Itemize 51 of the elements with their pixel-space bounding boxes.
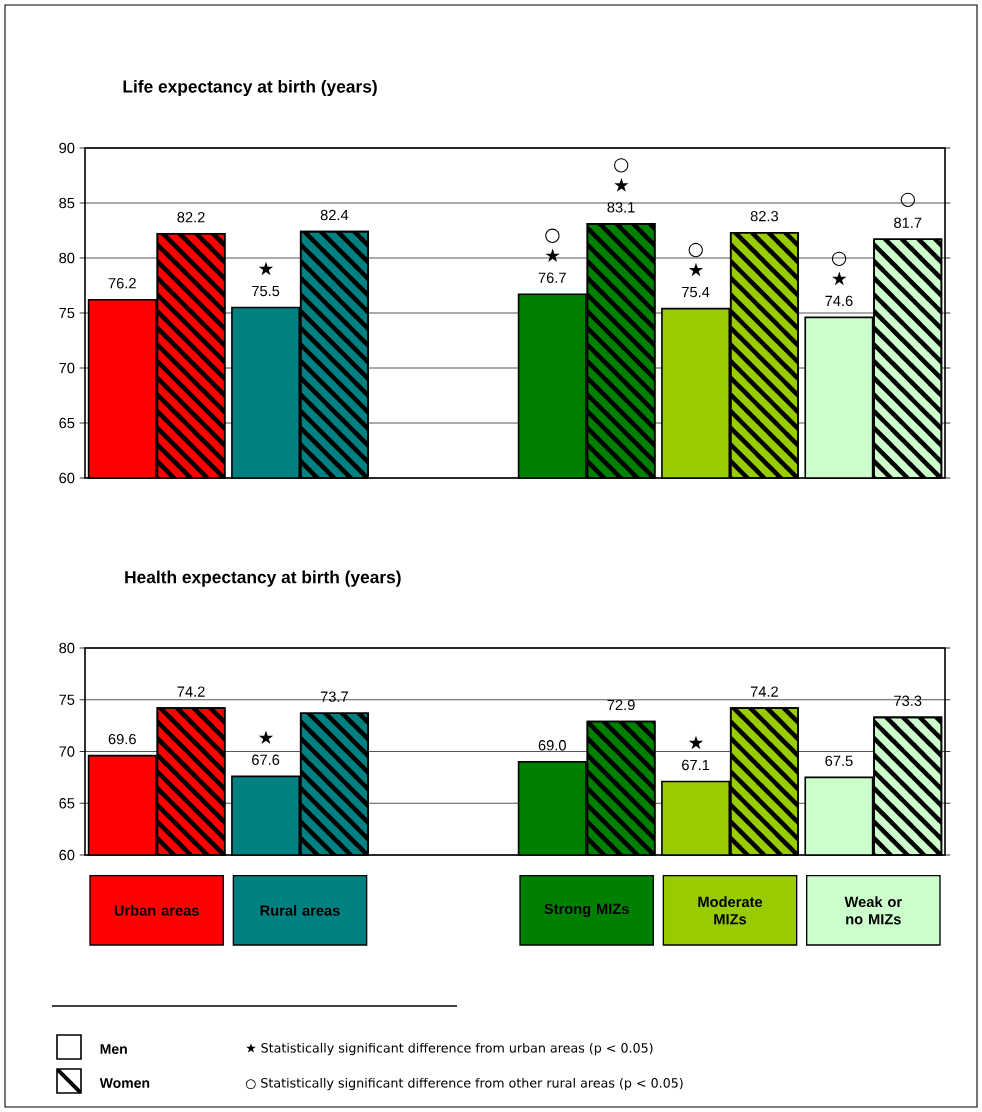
text: ★ Statistically significant difference from urban areas (p < 0.05) — [246, 1042, 653, 1056]
y-tick-label: 85 — [59, 197, 75, 209]
data-label: 76.7 — [538, 272, 566, 283]
data-label: 72.9 — [607, 699, 635, 711]
annotation: ○ ★ — [688, 242, 704, 277]
y-tick-label: 80 — [59, 252, 75, 264]
chart-title: Health expectancy at birth (years) — [125, 570, 401, 587]
y-tick-label: 60 — [59, 849, 75, 861]
text: ○ Statistically significant difference from other rural areas (p < 0.05) — [245, 1077, 683, 1091]
data-label: 82.3 — [750, 210, 779, 222]
annotation: ○ ★ — [614, 158, 629, 192]
y-tick-label: 75 — [59, 307, 75, 319]
x-tick-label: Moderate MIZs — [698, 896, 763, 925]
data-label: 69.0 — [538, 740, 566, 751]
chart-title: Life expectancy at birth (years) — [123, 79, 377, 97]
annotation: ★ — [258, 730, 274, 745]
y-tick-label: 70 — [59, 362, 75, 374]
y-tick-label: 65 — [59, 798, 75, 809]
annotation: ★ — [258, 261, 274, 276]
data-label: 73.3 — [894, 695, 922, 706]
data-label: 67.6 — [252, 754, 280, 765]
data-label: 74.2 — [177, 686, 205, 697]
annotation: ○ ★ — [545, 228, 560, 263]
data-label: 67.1 — [682, 759, 710, 771]
annotation: ★ — [688, 735, 704, 750]
x-tick-label: Strong MIZs — [544, 903, 629, 918]
y-tick-label: 90 — [59, 142, 75, 154]
data-label: 82.4 — [320, 209, 349, 221]
x-tick-label: Weak or no MIZs — [844, 896, 902, 925]
data-label: 73.7 — [320, 691, 348, 702]
x-tick-label: Rural areas — [260, 904, 340, 916]
y-tick-label: 75 — [59, 694, 75, 705]
y-tick-label: 65 — [59, 417, 75, 429]
data-label: 83.1 — [607, 202, 635, 213]
y-tick-label: 70 — [59, 746, 75, 757]
legend-label: Men — [100, 1044, 127, 1054]
data-label: 69.6 — [108, 733, 136, 745]
data-label: 67.5 — [825, 755, 853, 767]
x-tick-label: Urban areas — [114, 904, 199, 916]
data-label: 82.2 — [177, 212, 205, 223]
data-label: 81.7 — [894, 217, 922, 228]
data-label: 74.2 — [750, 686, 778, 697]
data-label: 75.5 — [252, 285, 280, 297]
data-label: 76.2 — [108, 278, 136, 289]
annotation: ○ ★ — [831, 251, 847, 286]
data-label: 75.4 — [682, 287, 710, 298]
annotation: ○ — [900, 192, 916, 208]
legend-label: Women — [99, 1078, 150, 1088]
y-tick-label: 60 — [59, 472, 75, 484]
data-label: 74.6 — [825, 295, 853, 307]
y-tick-label: 80 — [59, 642, 75, 654]
